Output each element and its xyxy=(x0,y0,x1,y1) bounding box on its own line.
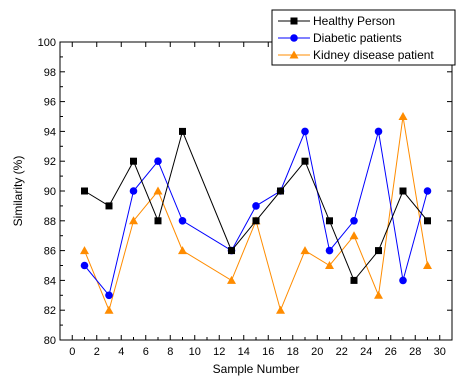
square-marker xyxy=(252,217,260,225)
triangle-marker xyxy=(129,216,138,225)
y-tick-label: 92 xyxy=(44,156,56,168)
legend-label: Healthy Person xyxy=(313,14,395,28)
y-axis-title: Similarity (%) xyxy=(11,156,25,227)
x-tick-label: 22 xyxy=(336,346,348,358)
circle-marker xyxy=(399,276,407,285)
x-tick-label: 26 xyxy=(385,346,397,358)
x-axis-title: Sample Number xyxy=(213,362,300,376)
circle-marker xyxy=(301,127,309,136)
y-tick-label: 80 xyxy=(44,335,56,347)
triangle-marker xyxy=(325,261,334,269)
triangle-marker xyxy=(153,186,163,195)
y-tick-label: 94 xyxy=(44,126,56,138)
square-marker xyxy=(277,187,284,195)
y-tick-label: 90 xyxy=(44,186,56,198)
circle-marker xyxy=(325,246,334,255)
y-tick-label: 88 xyxy=(44,216,56,228)
square-marker xyxy=(424,217,431,225)
triangle-marker xyxy=(178,246,187,255)
series-line xyxy=(84,116,428,312)
triangle-marker xyxy=(80,246,89,255)
y-tick-label: 98 xyxy=(44,67,56,79)
square-marker xyxy=(301,157,309,165)
y-tick-label: 82 xyxy=(44,305,56,317)
triangle-marker xyxy=(349,231,359,240)
circle-marker xyxy=(154,157,162,165)
series-line xyxy=(84,129,428,297)
circle-marker xyxy=(80,261,89,270)
x-tick-label: 24 xyxy=(360,346,372,358)
series-layer xyxy=(80,112,432,314)
series-diabetic-patients xyxy=(80,127,432,300)
x-tick-label: 2 xyxy=(94,346,100,358)
triangle-marker xyxy=(289,50,299,59)
circle-marker xyxy=(129,187,138,195)
legend: Healthy Person Diabetic patients Kidney di… xyxy=(271,9,456,66)
square-marker xyxy=(105,202,113,210)
y-axis: 80 82 84 86 88 90 92 94 96 98 100 xyxy=(38,37,452,347)
x-tick-label: 6 xyxy=(143,346,149,358)
triangle-marker xyxy=(423,261,432,269)
x-tick-label: 20 xyxy=(311,346,323,358)
x-tick-label: 28 xyxy=(409,346,421,358)
square-marker xyxy=(228,247,235,255)
x-tick-label: 8 xyxy=(167,346,173,358)
square-marker xyxy=(290,17,298,25)
x-tick-label: 18 xyxy=(287,346,299,358)
x-tick-label: 10 xyxy=(189,346,201,358)
circle-marker xyxy=(178,217,187,225)
x-tick-label: 0 xyxy=(69,346,75,358)
x-tick-label: 30 xyxy=(434,346,446,358)
legend-label: Kidney disease patient xyxy=(313,48,434,62)
circle-marker xyxy=(290,34,298,42)
y-tick-label: 96 xyxy=(44,97,56,109)
series-line xyxy=(84,129,428,282)
x-tick-label: 14 xyxy=(238,346,250,358)
x-tick-label: 12 xyxy=(213,346,225,358)
square-marker xyxy=(399,187,407,195)
square-marker xyxy=(154,217,162,225)
legend-label: Diabetic patients xyxy=(313,31,402,45)
y-tick-label: 86 xyxy=(44,246,56,258)
x-axis: 0 2 4 6 8 10 12 14 16 18 20 22 24 26 28 30 xyxy=(69,42,446,358)
circle-marker xyxy=(423,187,432,195)
circle-marker xyxy=(350,217,358,225)
triangle-marker xyxy=(300,246,310,255)
triangle-marker xyxy=(104,305,114,314)
triangle-marker xyxy=(227,275,236,284)
triangle-marker xyxy=(398,112,408,120)
triangle-marker xyxy=(276,305,285,314)
circle-marker xyxy=(105,291,113,300)
y-tick-label: 100 xyxy=(38,37,56,49)
x-tick-label: 16 xyxy=(262,346,274,358)
square-marker xyxy=(81,187,88,195)
square-marker xyxy=(375,247,382,255)
x-tick-label: 4 xyxy=(118,346,124,358)
triangle-marker xyxy=(374,290,383,299)
square-marker xyxy=(350,276,358,284)
series-kidney-disease-patient xyxy=(80,112,432,314)
y-tick-label: 84 xyxy=(44,275,56,287)
series-healthy-person xyxy=(81,127,431,284)
circle-marker xyxy=(374,127,383,136)
square-marker xyxy=(179,127,186,135)
square-marker xyxy=(326,217,333,225)
square-marker xyxy=(130,157,137,165)
circle-marker xyxy=(252,202,260,210)
